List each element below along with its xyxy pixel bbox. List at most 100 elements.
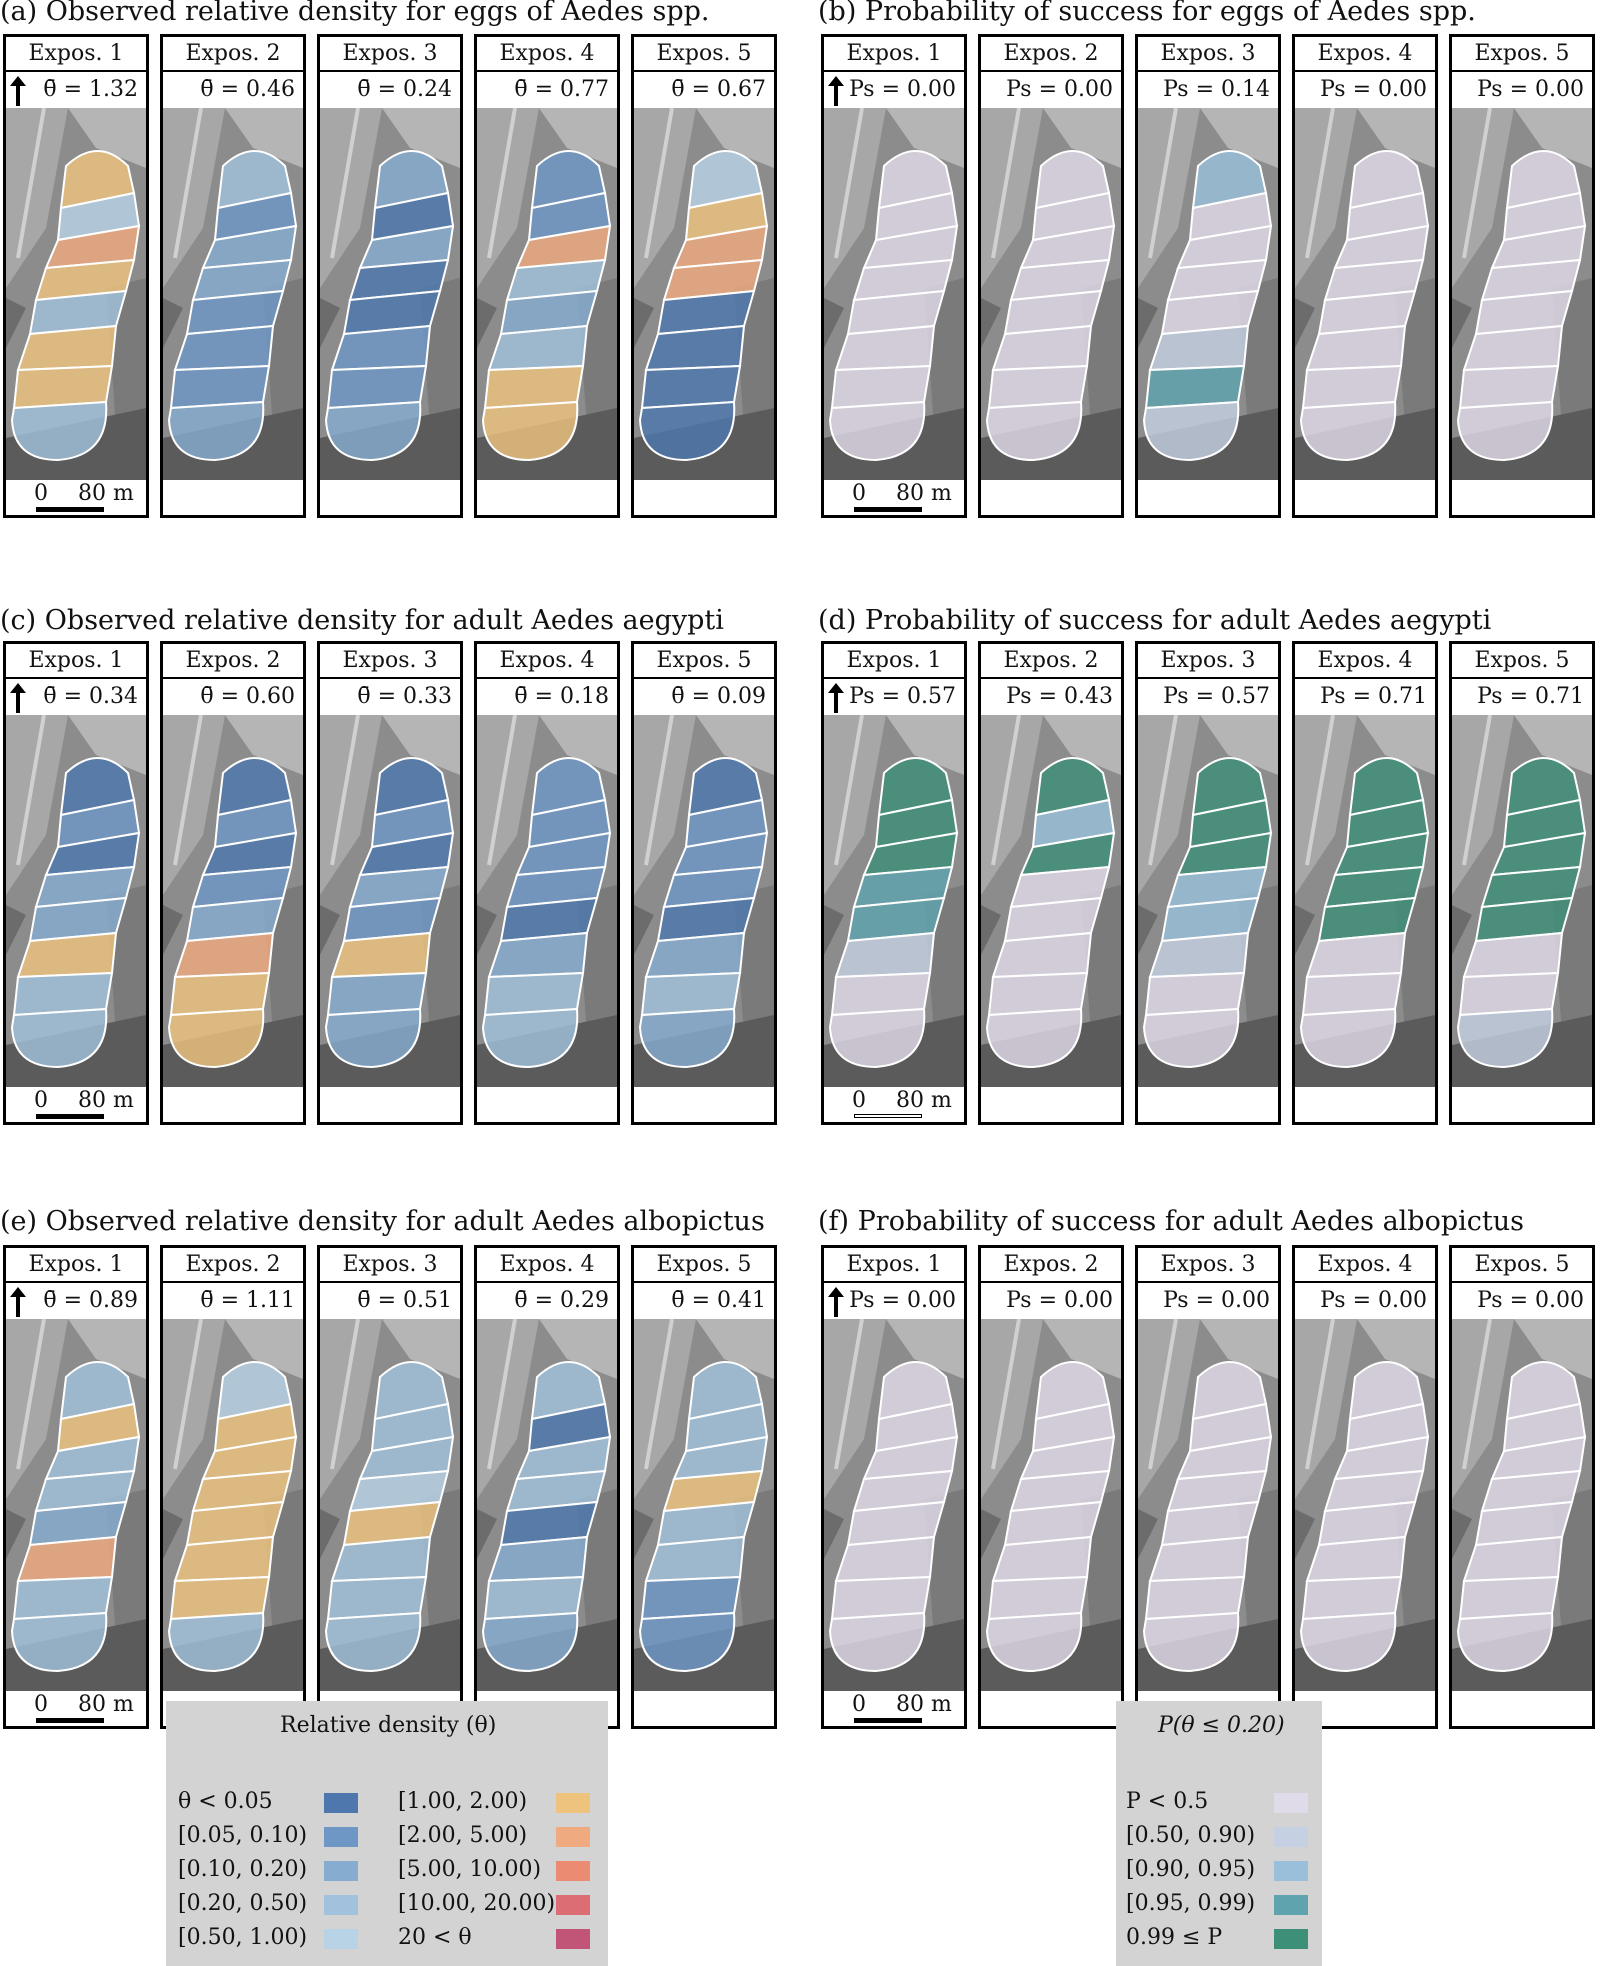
expos-label: Expos. 3: [1138, 37, 1278, 72]
zone-1: [1505, 1361, 1582, 1421]
aerial-map: [320, 108, 460, 480]
aerial-map: [634, 1319, 774, 1691]
density-legend-item-label: 20 < θ: [398, 1925, 472, 1950]
density-legend-item-label: [0.10, 0.20): [178, 1857, 308, 1882]
panel-title-e: (e) Observed relative density for adult …: [0, 1206, 765, 1237]
aerial-map: [6, 1319, 146, 1691]
card-footer: [634, 1691, 774, 1726]
scale-bar-zero: 0: [852, 1692, 866, 1717]
scale-bar: [854, 507, 922, 512]
map-urban-area: [1357, 715, 1435, 775]
stat-row: Ps = 0.00: [1452, 1283, 1592, 1319]
expos-label: Expos. 1: [824, 1248, 964, 1283]
zone-1: [1191, 1361, 1268, 1421]
zone-8: [167, 1611, 265, 1673]
aerial-map: [477, 108, 617, 480]
map-urban-area: [68, 108, 146, 168]
stat-row: θ̄ = 1.11: [163, 1283, 303, 1319]
probability-success-value: Ps = 0.57: [849, 684, 956, 709]
card-footer: [163, 480, 303, 515]
zone-8: [481, 1007, 579, 1069]
probability-legend-item-label: [0.50, 0.90): [1126, 1823, 1256, 1848]
card-footer: [1452, 1087, 1592, 1122]
expos-label: Expos. 1: [6, 1248, 146, 1283]
map-urban-area: [382, 108, 460, 168]
density-legend-item-label: [0.50, 1.00): [178, 1925, 308, 1950]
probability-success-value: Ps = 0.43: [1006, 684, 1113, 709]
map-urban-area: [68, 715, 146, 775]
map-urban-area: [696, 715, 774, 775]
map-road: [487, 1319, 517, 1470]
zone-1: [373, 1361, 450, 1421]
scale-bar-distance: 80 m: [896, 1692, 952, 1717]
stat-row: Ps = 0.00: [824, 1283, 964, 1319]
zone-1: [59, 757, 136, 817]
map-card-c-4: Expos. 4 θ̄ = 0.18: [474, 641, 620, 1125]
map-card-c-1: Expos. 1 θ̄ = 0.34 0 80 m: [3, 641, 149, 1125]
density-legend-item-swatch: [556, 1929, 590, 1949]
zone-8: [828, 1611, 926, 1673]
probability-success-value: Ps = 0.00: [1477, 77, 1584, 102]
scale-bar: [36, 1114, 104, 1119]
scale-bar: [36, 1718, 104, 1723]
map-card-e-4: Expos. 4 θ̄ = 0.29: [474, 1245, 620, 1729]
map-card-a-1: Expos. 1 θ̄ = 1.32 0 80 m: [3, 34, 149, 518]
expos-label: Expos. 5: [634, 644, 774, 679]
zone-1: [687, 150, 764, 210]
map-road: [991, 715, 1021, 866]
mean-density-value: θ̄ = 0.29: [514, 1288, 609, 1313]
card-footer: 0 80 m: [824, 1087, 964, 1122]
probability-success-value: Ps = 0.14: [1163, 77, 1270, 102]
aerial-map: [824, 108, 964, 480]
map-urban-area: [696, 108, 774, 168]
scale-bar-distance: 80 m: [78, 481, 134, 506]
map-vegetation: [477, 298, 497, 348]
mean-density-value: θ̄ = 0.89: [43, 1288, 138, 1313]
zone-1: [1034, 757, 1111, 817]
zone-8: [167, 400, 265, 462]
stat-row: Ps = 0.43: [981, 679, 1121, 715]
aerial-map: [320, 1319, 460, 1691]
aerial-map: [634, 108, 774, 480]
card-footer: [1295, 1087, 1435, 1122]
probability-success-value: Ps = 0.00: [1477, 1288, 1584, 1313]
zone-8: [638, 400, 736, 462]
map-urban-area: [382, 715, 460, 775]
probability-legend-item-label: [0.90, 0.95): [1126, 1857, 1256, 1882]
map-road: [1305, 715, 1335, 866]
probability-success-value: Ps = 0.00: [1006, 1288, 1113, 1313]
zone-1: [216, 150, 293, 210]
map-vegetation: [1138, 905, 1158, 955]
zone-8: [324, 1007, 422, 1069]
map-urban-area: [225, 715, 303, 775]
aerial-map: [1452, 715, 1592, 1087]
probability-success-value: Ps = 0.00: [1163, 1288, 1270, 1313]
stat-row: θ̄ = 0.18: [477, 679, 617, 715]
card-footer: [1138, 480, 1278, 515]
map-road: [173, 715, 203, 866]
mean-density-value: θ̄ = 0.51: [357, 1288, 452, 1313]
map-card-b-1: Expos. 1 Ps = 0.00 0 80 m: [821, 34, 967, 518]
aerial-map: [1138, 715, 1278, 1087]
density-legend: Relative density (θ) θ < 0.05 [0.05, 0.10…: [166, 1701, 608, 1966]
map-card-e-3: Expos. 3 θ̄ = 0.51: [317, 1245, 463, 1729]
map-road: [991, 108, 1021, 259]
zone-8: [1299, 1611, 1397, 1673]
zone-1: [1348, 150, 1425, 210]
panel-title-b: (b) Probability of success for eggs of A…: [818, 0, 1476, 27]
aerial-map: [6, 715, 146, 1087]
mean-density-value: θ̄ = 0.60: [200, 684, 295, 709]
panel-title-f: (f) Probability of success for adult Aed…: [818, 1206, 1524, 1237]
expos-label: Expos. 5: [1452, 37, 1592, 72]
card-footer: [320, 1087, 460, 1122]
map-card-d-4: Expos. 4 Ps = 0.71: [1292, 641, 1438, 1125]
map-card-a-5: Expos. 5 θ̄ = 0.67: [631, 34, 777, 518]
map-urban-area: [886, 715, 964, 775]
zone-1: [687, 757, 764, 817]
map-card-f-3: Expos. 3 Ps = 0.00: [1135, 1245, 1281, 1729]
card-footer: 0 80 m: [6, 480, 146, 515]
zone-8: [828, 400, 926, 462]
density-legend-item-swatch: [324, 1793, 358, 1813]
stat-row: Ps = 0.57: [824, 679, 964, 715]
map-road: [1462, 715, 1492, 866]
